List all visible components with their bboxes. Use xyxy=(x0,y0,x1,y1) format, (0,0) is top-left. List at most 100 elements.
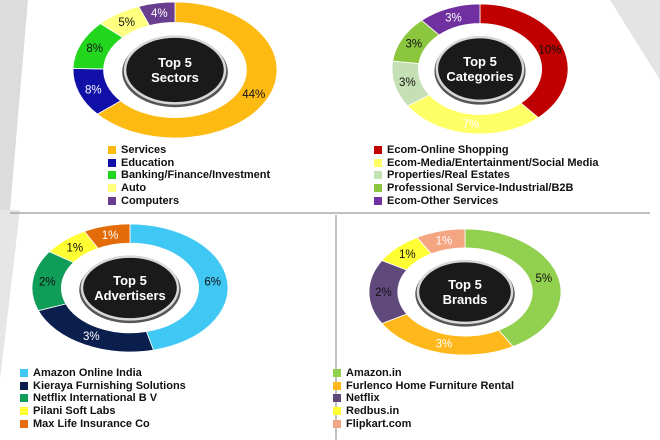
legend-swatch xyxy=(20,369,28,378)
center-title-line-2: Categories xyxy=(446,69,513,84)
legend-swatch xyxy=(333,419,341,428)
legend-label: Auto xyxy=(121,182,147,195)
left-lower-stripe xyxy=(0,210,20,380)
legend-label: Furlenco Home Furniture Rental xyxy=(346,379,515,392)
data-label-flipkart-com: 1% xyxy=(436,235,453,247)
legend-label: Ecom-Other Services xyxy=(387,194,499,207)
center-title-line-1: Top 5 xyxy=(463,54,497,69)
center-title-line-2: Advertisers xyxy=(94,288,166,303)
data-label-computers: 4% xyxy=(151,8,168,20)
legend-swatch xyxy=(333,369,341,378)
center-badge xyxy=(123,35,227,105)
legend-swatch xyxy=(108,171,116,180)
legend-label: Ecom-Online Shopping xyxy=(387,144,509,157)
data-label-netflix-international-b-v: 2% xyxy=(39,276,56,288)
legend-label: Services xyxy=(121,144,167,157)
legend-label: Education xyxy=(121,156,175,169)
data-label-max-life-insurance-co: 1% xyxy=(102,230,119,242)
legend-swatch xyxy=(374,158,382,167)
center-title-line-1: Top 5 xyxy=(113,273,147,288)
data-label-properties-real-estates: 3% xyxy=(399,77,416,89)
right-gray-corner xyxy=(610,0,660,80)
center-title-line-1: Top 5 xyxy=(158,55,192,70)
legend-swatch xyxy=(374,184,382,193)
data-label-netflix: 2% xyxy=(375,287,392,299)
legend-label: Amazon Online India xyxy=(33,367,142,380)
legend-top-advertisers: Amazon Online India Kieraya Furnishing So… xyxy=(20,367,186,430)
data-label-ecom-media-entertainment-social-media: 7% xyxy=(463,119,480,131)
legend-swatch xyxy=(374,196,382,205)
legend-swatch xyxy=(108,146,116,155)
data-label-services: 44% xyxy=(242,89,265,101)
data-label-redbus-in: 1% xyxy=(399,249,416,261)
legend-top-sectors: Services Education Banking/Finance/Investm… xyxy=(108,144,270,207)
legend-label: Properties/Real Estates xyxy=(387,169,510,182)
legend-item-properties-real-estates: Properties/Real Estates xyxy=(374,169,599,182)
data-label-banking-finance-investment: 8% xyxy=(86,43,103,55)
center-title-line-2: Brands xyxy=(443,292,488,307)
data-label-auto: 5% xyxy=(118,17,135,29)
center-title-line-2: Sectors xyxy=(151,70,199,85)
data-label-amazon-online-india: 6% xyxy=(204,276,221,288)
data-label-pilani-soft-labs: 1% xyxy=(66,242,83,254)
left-gray-stripe xyxy=(0,0,28,210)
legend-item-amazon-online-india: Amazon Online India xyxy=(20,367,186,380)
legend-label: Netflix International B V xyxy=(33,392,158,405)
data-label-professional-service-industrial-b2b: 3% xyxy=(405,38,422,50)
center-badge xyxy=(416,259,514,325)
legend-item-pilani-soft-labs: Pilani Soft Labs xyxy=(20,405,186,418)
center-badge xyxy=(80,255,180,321)
legend-item-kieraya-furnishing-solutions: Kieraya Furnishing Solutions xyxy=(20,380,186,393)
legend-item-computers: Computers xyxy=(108,194,270,207)
data-label-education: 8% xyxy=(85,84,102,96)
legend-item-flipkart-com: Flipkart.com xyxy=(333,417,514,430)
legend-item-furlenco-home-furniture-rental: Furlenco Home Furniture Rental xyxy=(333,380,514,393)
legend-item-max-life-insurance-co: Max Life Insurance Co xyxy=(20,417,186,430)
data-label-ecom-other-services: 3% xyxy=(445,12,462,24)
legend-item-netflix: Netflix xyxy=(333,392,514,405)
legend-item-auto: Auto xyxy=(108,182,270,195)
legend-swatch xyxy=(20,419,28,428)
data-label-furlenco-home-furniture-rental: 3% xyxy=(436,339,453,351)
legend-label: Flipkart.com xyxy=(346,417,412,430)
data-label-ecom-online-shopping: 10% xyxy=(538,44,561,56)
legend-swatch xyxy=(333,381,341,390)
legend-label: Kieraya Furnishing Solutions xyxy=(33,379,186,392)
legend-label: Banking/Finance/Investment xyxy=(121,169,271,182)
legend-item-netflix-international-b-v: Netflix International B V xyxy=(20,392,186,405)
legend-item-redbus-in: Redbus.in xyxy=(333,405,514,418)
center-title-line-1: Top 5 xyxy=(448,277,482,292)
legend-swatch xyxy=(108,158,116,167)
legend-swatch xyxy=(333,407,341,416)
legend-swatch xyxy=(20,381,28,390)
legend-top-brands: Amazon.in Furlenco Home Furniture Rental N… xyxy=(333,367,514,430)
legend-top-categories: Ecom-Online Shopping Ecom-Media/Entertain… xyxy=(374,144,599,207)
legend-item-ecom-media-entertainment-social-media: Ecom-Media/Entertainment/Social Media xyxy=(374,157,599,170)
legend-label: Amazon.in xyxy=(346,367,402,380)
legend-swatch xyxy=(374,171,382,180)
legend-item-education: Education xyxy=(108,157,270,170)
legend-item-ecom-other-services: Ecom-Other Services xyxy=(374,194,599,207)
center-badge xyxy=(435,35,525,103)
legend-swatch xyxy=(108,184,116,193)
data-label-amazon-in: 5% xyxy=(536,273,553,285)
legend-swatch xyxy=(108,196,116,205)
legend-label: Max Life Insurance Co xyxy=(33,417,150,430)
legend-item-banking-finance-investment: Banking/Finance/Investment xyxy=(108,169,270,182)
legend-label: Computers xyxy=(121,194,180,207)
legend-label: Netflix xyxy=(346,392,380,405)
legend-swatch xyxy=(20,394,28,403)
data-label-kieraya-furnishing-solutions: 3% xyxy=(83,331,100,343)
legend-swatch xyxy=(20,407,28,416)
legend-label: Redbus.in xyxy=(346,405,400,418)
legend-label: Pilani Soft Labs xyxy=(33,405,116,418)
legend-swatch xyxy=(374,146,382,155)
legend-swatch xyxy=(333,394,341,403)
legend-item-services: Services xyxy=(108,144,270,157)
legend-item-professional-service-industrial-b2b: Professional Service-Industrial/B2B xyxy=(374,182,599,195)
